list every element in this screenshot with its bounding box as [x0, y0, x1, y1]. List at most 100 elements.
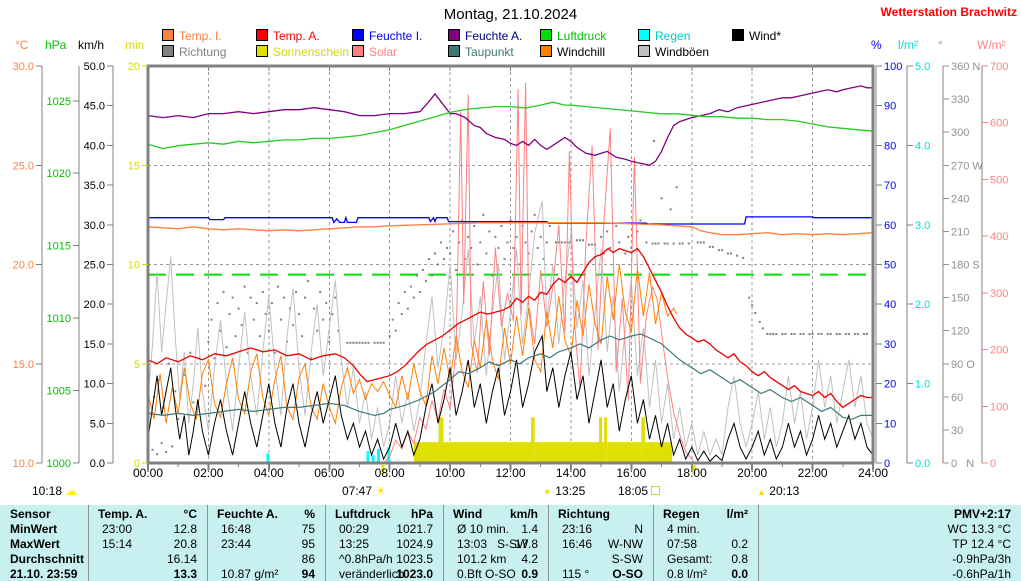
svg-text:1015: 1015 — [47, 241, 71, 253]
table-cell-value: 1023.5 — [396, 552, 433, 566]
svg-text:0: 0 — [884, 458, 890, 470]
unit-label: ° — [938, 38, 943, 52]
legend-swatch-icon — [732, 29, 744, 41]
x-tick-label: 22:00 — [797, 466, 828, 480]
table-cell: 16:48 — [221, 522, 252, 536]
svg-text:600: 600 — [990, 118, 1008, 130]
astro-marker: ▲ 20:13 — [757, 484, 799, 498]
svg-text:4.0: 4.0 — [915, 140, 930, 152]
table-cell-value: -0.6hPa/1h — [952, 567, 1011, 581]
table-header-left: Wind — [453, 507, 483, 521]
x-tick-label: 14:00 — [555, 466, 586, 480]
x-tick-label: 12:00 — [495, 466, 526, 480]
series-regen — [266, 447, 391, 463]
svg-text:10: 10 — [884, 418, 896, 430]
svg-text:80: 80 — [884, 140, 896, 152]
series-luftdruck — [147, 101, 874, 150]
astro-marker: ▼ 13:25 — [543, 484, 585, 498]
series-feuchte_i — [148, 215, 873, 225]
svg-text:200: 200 — [990, 345, 1008, 357]
unit-label: l/m² — [898, 38, 918, 52]
series-solar — [383, 82, 696, 464]
svg-text:3.0: 3.0 — [915, 220, 930, 232]
legend-item: Temp. A. — [256, 29, 320, 43]
legend-item: Temp. I. — [162, 29, 222, 43]
table-cell: 23:44 — [221, 537, 252, 551]
table-column-separator — [88, 505, 89, 581]
legend-item: Feuchte I. — [352, 29, 422, 43]
table-cell-value: 95 — [301, 537, 315, 551]
table-cell-value: 94 — [301, 567, 315, 581]
table-header-unit: % — [304, 507, 315, 521]
svg-text:50.0: 50.0 — [84, 61, 105, 73]
table-cell-value: N — [634, 522, 643, 536]
svg-text:400: 400 — [990, 231, 1008, 243]
table-column-separator — [548, 505, 549, 581]
table-header-unit: hPa — [410, 507, 433, 521]
legend-swatch-icon — [256, 29, 268, 41]
table-cell: veränderlich — [339, 567, 405, 581]
table-cell-value: 1.4 — [521, 522, 538, 536]
legend-swatch-icon — [540, 29, 552, 41]
table-cell: 23:00 — [102, 522, 133, 536]
legend-swatch-icon — [540, 45, 552, 57]
marker-time: 07:47 — [342, 484, 373, 498]
series-temp_a — [147, 247, 873, 409]
table-header-left: Feuchte A. — [217, 507, 278, 521]
svg-text:1020: 1020 — [47, 168, 71, 180]
moonset-arrow-down-icon: ▼ — [543, 487, 552, 497]
svg-text:5.0: 5.0 — [915, 61, 930, 73]
table-header-left: Luftdruck — [335, 507, 391, 521]
cloud-icon: ☁ — [65, 484, 78, 498]
legend-swatch-icon — [448, 29, 460, 41]
marker-time: 20:13 — [769, 484, 800, 498]
series-temp_i — [147, 222, 874, 236]
table-cell: Ø 10 min. — [457, 522, 510, 536]
table-cell-value: 0.2 — [731, 537, 748, 551]
unit-label: % — [871, 38, 882, 52]
table-cell: 00:29 — [339, 522, 370, 536]
x-tick-label: 18:00 — [676, 466, 707, 480]
table-cell-value: 13.3 — [173, 567, 197, 581]
marker-time: 13:25 — [555, 484, 586, 498]
unit-label: min — [125, 38, 145, 52]
legend-swatch-icon — [448, 45, 460, 57]
legend-swatch-icon — [162, 45, 174, 57]
table-header-left: Richtung — [558, 507, 610, 521]
svg-text:35.0: 35.0 — [84, 180, 105, 192]
svg-text:50: 50 — [884, 260, 896, 272]
table-cell-value: O-SO — [612, 567, 643, 581]
x-tick-label: 06:00 — [314, 466, 345, 480]
svg-text:360 N: 360 N — [951, 61, 980, 73]
table-cell: 13:03 S-SW — [457, 537, 529, 551]
table-column-separator — [758, 505, 759, 581]
svg-text:1000: 1000 — [47, 458, 71, 470]
table-cell-value: 1023.0 — [396, 567, 433, 581]
series-feuchte_a — [147, 85, 873, 166]
table-cell: 10.87 g/m² — [221, 567, 279, 581]
x-tick-label: 16:00 — [616, 466, 647, 480]
unit-label: W/m² — [977, 38, 1006, 52]
svg-text:5.0: 5.0 — [90, 418, 105, 430]
svg-text:0: 0 — [990, 458, 996, 470]
table-cell: 13:25 — [339, 537, 370, 551]
legend-item: Sonnenschein — [256, 45, 349, 59]
svg-text:180 S: 180 S — [951, 260, 980, 272]
table-cell: 07:58 — [667, 537, 698, 551]
legend-item: Solar — [352, 45, 397, 59]
table-cell-value: 86 — [301, 552, 315, 566]
svg-text:30: 30 — [951, 425, 963, 437]
table-cell: MinWert — [10, 522, 58, 536]
table-cell-value: WC 13.3 °C — [947, 522, 1011, 536]
svg-text:10.0: 10.0 — [84, 379, 105, 391]
astro-marker: 07:47 ☀ — [342, 484, 386, 498]
svg-text:0.0: 0.0 — [90, 458, 105, 470]
table-cell-value: 0.0 — [731, 567, 748, 581]
svg-text:20: 20 — [884, 379, 896, 391]
svg-text:300: 300 — [951, 127, 969, 139]
table-cell-value: 1024.9 — [396, 537, 433, 551]
table-cell: 23:16 — [562, 522, 593, 536]
table-cell-value: 75 — [301, 522, 315, 536]
table-cell: Durchschnitt — [10, 552, 85, 566]
svg-text:500: 500 — [990, 174, 1008, 186]
